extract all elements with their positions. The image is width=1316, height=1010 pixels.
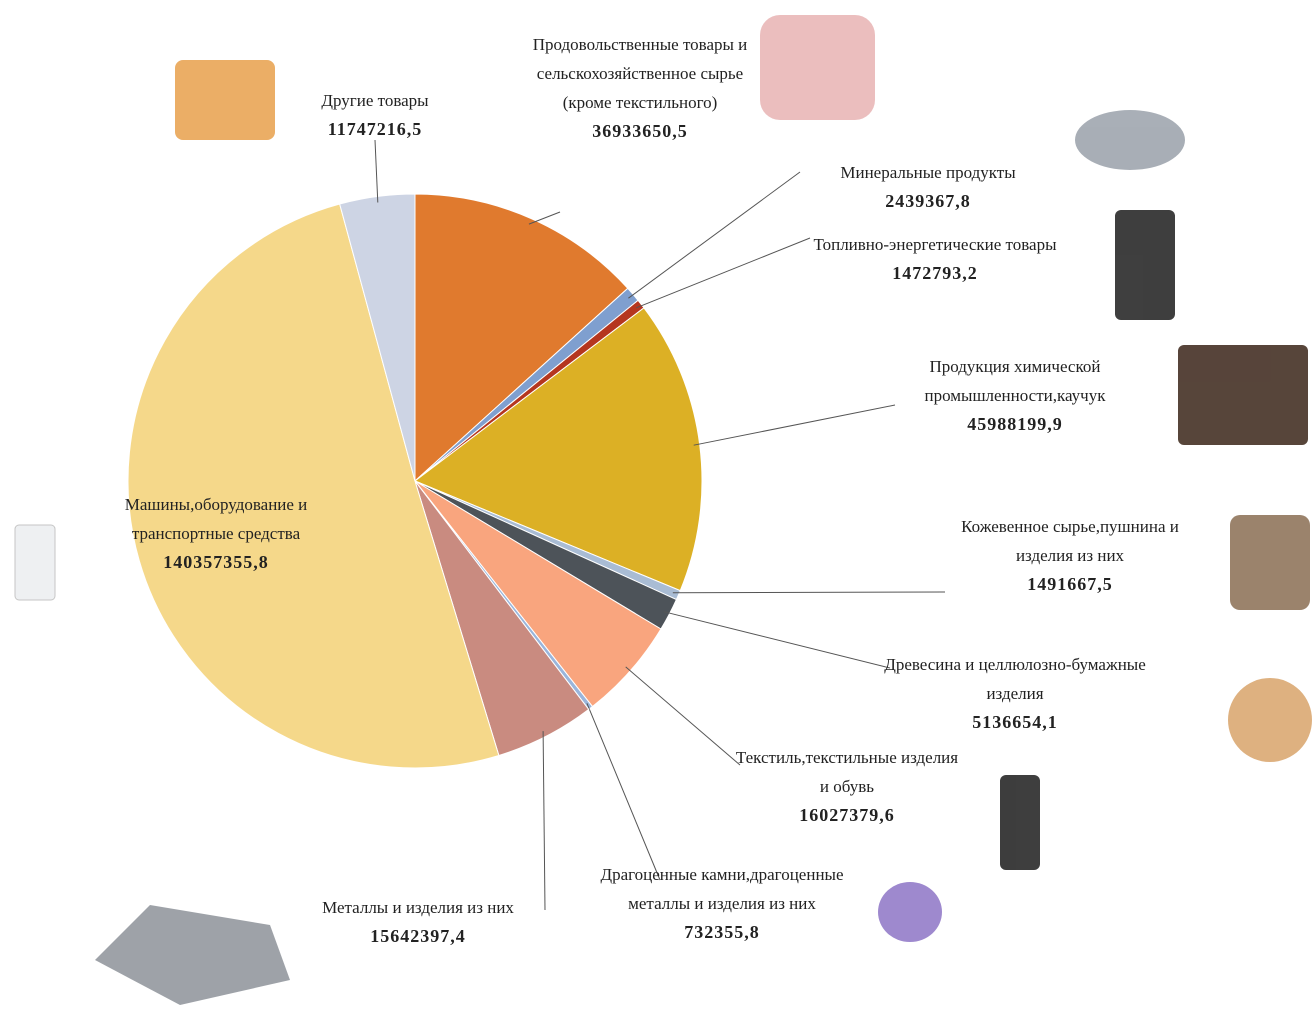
leader-line xyxy=(672,591,946,594)
leader-line xyxy=(636,237,811,309)
slice-label: Продовольственные товары и сельскохозяйс… xyxy=(533,30,748,146)
slice-label: Другие товары 11747216,5 xyxy=(275,86,475,144)
decor-icons xyxy=(14,15,1312,1005)
value-label: 1472793,2 xyxy=(892,263,978,283)
leader-line xyxy=(693,404,896,446)
slice-label: Текстиль,текстильные изделия и обувь 1602… xyxy=(732,743,962,830)
leader-line xyxy=(542,731,546,911)
category-label: Машины,оборудование и транспортные средс… xyxy=(124,495,308,543)
value-label: 11747216,5 xyxy=(327,119,423,139)
pie-slice xyxy=(339,193,416,482)
pie-slice xyxy=(127,203,500,769)
category-label: Металлы и изделия из них xyxy=(322,898,514,917)
pie-slice xyxy=(414,193,629,483)
category-label: Драгоценные камни,драгоценные металлы и … xyxy=(600,865,844,913)
value-label: 16027379,6 xyxy=(799,805,895,825)
category-label: Продовольственные товары и сельскохозяйс… xyxy=(532,35,748,112)
value-label: 140357355,8 xyxy=(163,552,269,572)
slice-label: Топливно-энергетические товары 1472793,2 xyxy=(805,230,1065,288)
category-label: Древесина и целлюлозно-бумажные изделия xyxy=(884,655,1146,703)
slice-label: Древесина и целлюлозно-бумажные изделия 5… xyxy=(880,650,1150,737)
slice-label: Продукция химической промышленности,кауч… xyxy=(885,352,1145,439)
category-label: Продукция химической промышленности,кауч… xyxy=(924,357,1106,405)
value-label: 2439367,8 xyxy=(885,191,971,211)
value-label: 5136654,1 xyxy=(972,712,1058,732)
slice-label: Драгоценные камни,драгоценные металлы и … xyxy=(592,860,852,947)
category-label: Топливно-энергетические товары xyxy=(813,235,1057,254)
leader-line xyxy=(374,139,379,203)
slice-label: Машины,оборудование и транспортные средс… xyxy=(76,490,356,577)
leader-line xyxy=(663,611,891,669)
leader-line xyxy=(586,703,661,881)
value-label: 1491667,5 xyxy=(1027,574,1113,594)
leader-line xyxy=(625,666,741,766)
category-label: Кожевенное сырье,пушнина и изделия из ни… xyxy=(961,517,1179,565)
leader-line xyxy=(528,211,561,225)
category-label: Другие товары xyxy=(321,91,429,110)
value-label: 36933650,5 xyxy=(592,121,688,141)
leader-line xyxy=(628,171,801,299)
value-label: 732355,8 xyxy=(684,922,760,942)
category-label: Текстиль,текстильные изделия и обувь xyxy=(735,748,959,796)
slice-label: Кожевенное сырье,пушнина и изделия из ни… xyxy=(940,512,1200,599)
slice-label: Минеральные продукты 2439367,8 xyxy=(788,158,1068,216)
slice-label: Металлы и изделия из них 15642397,4 xyxy=(298,893,538,951)
category-label: Минеральные продукты xyxy=(840,163,1016,182)
value-label: 15642397,4 xyxy=(370,926,466,946)
value-label: 45988199,9 xyxy=(967,414,1063,434)
